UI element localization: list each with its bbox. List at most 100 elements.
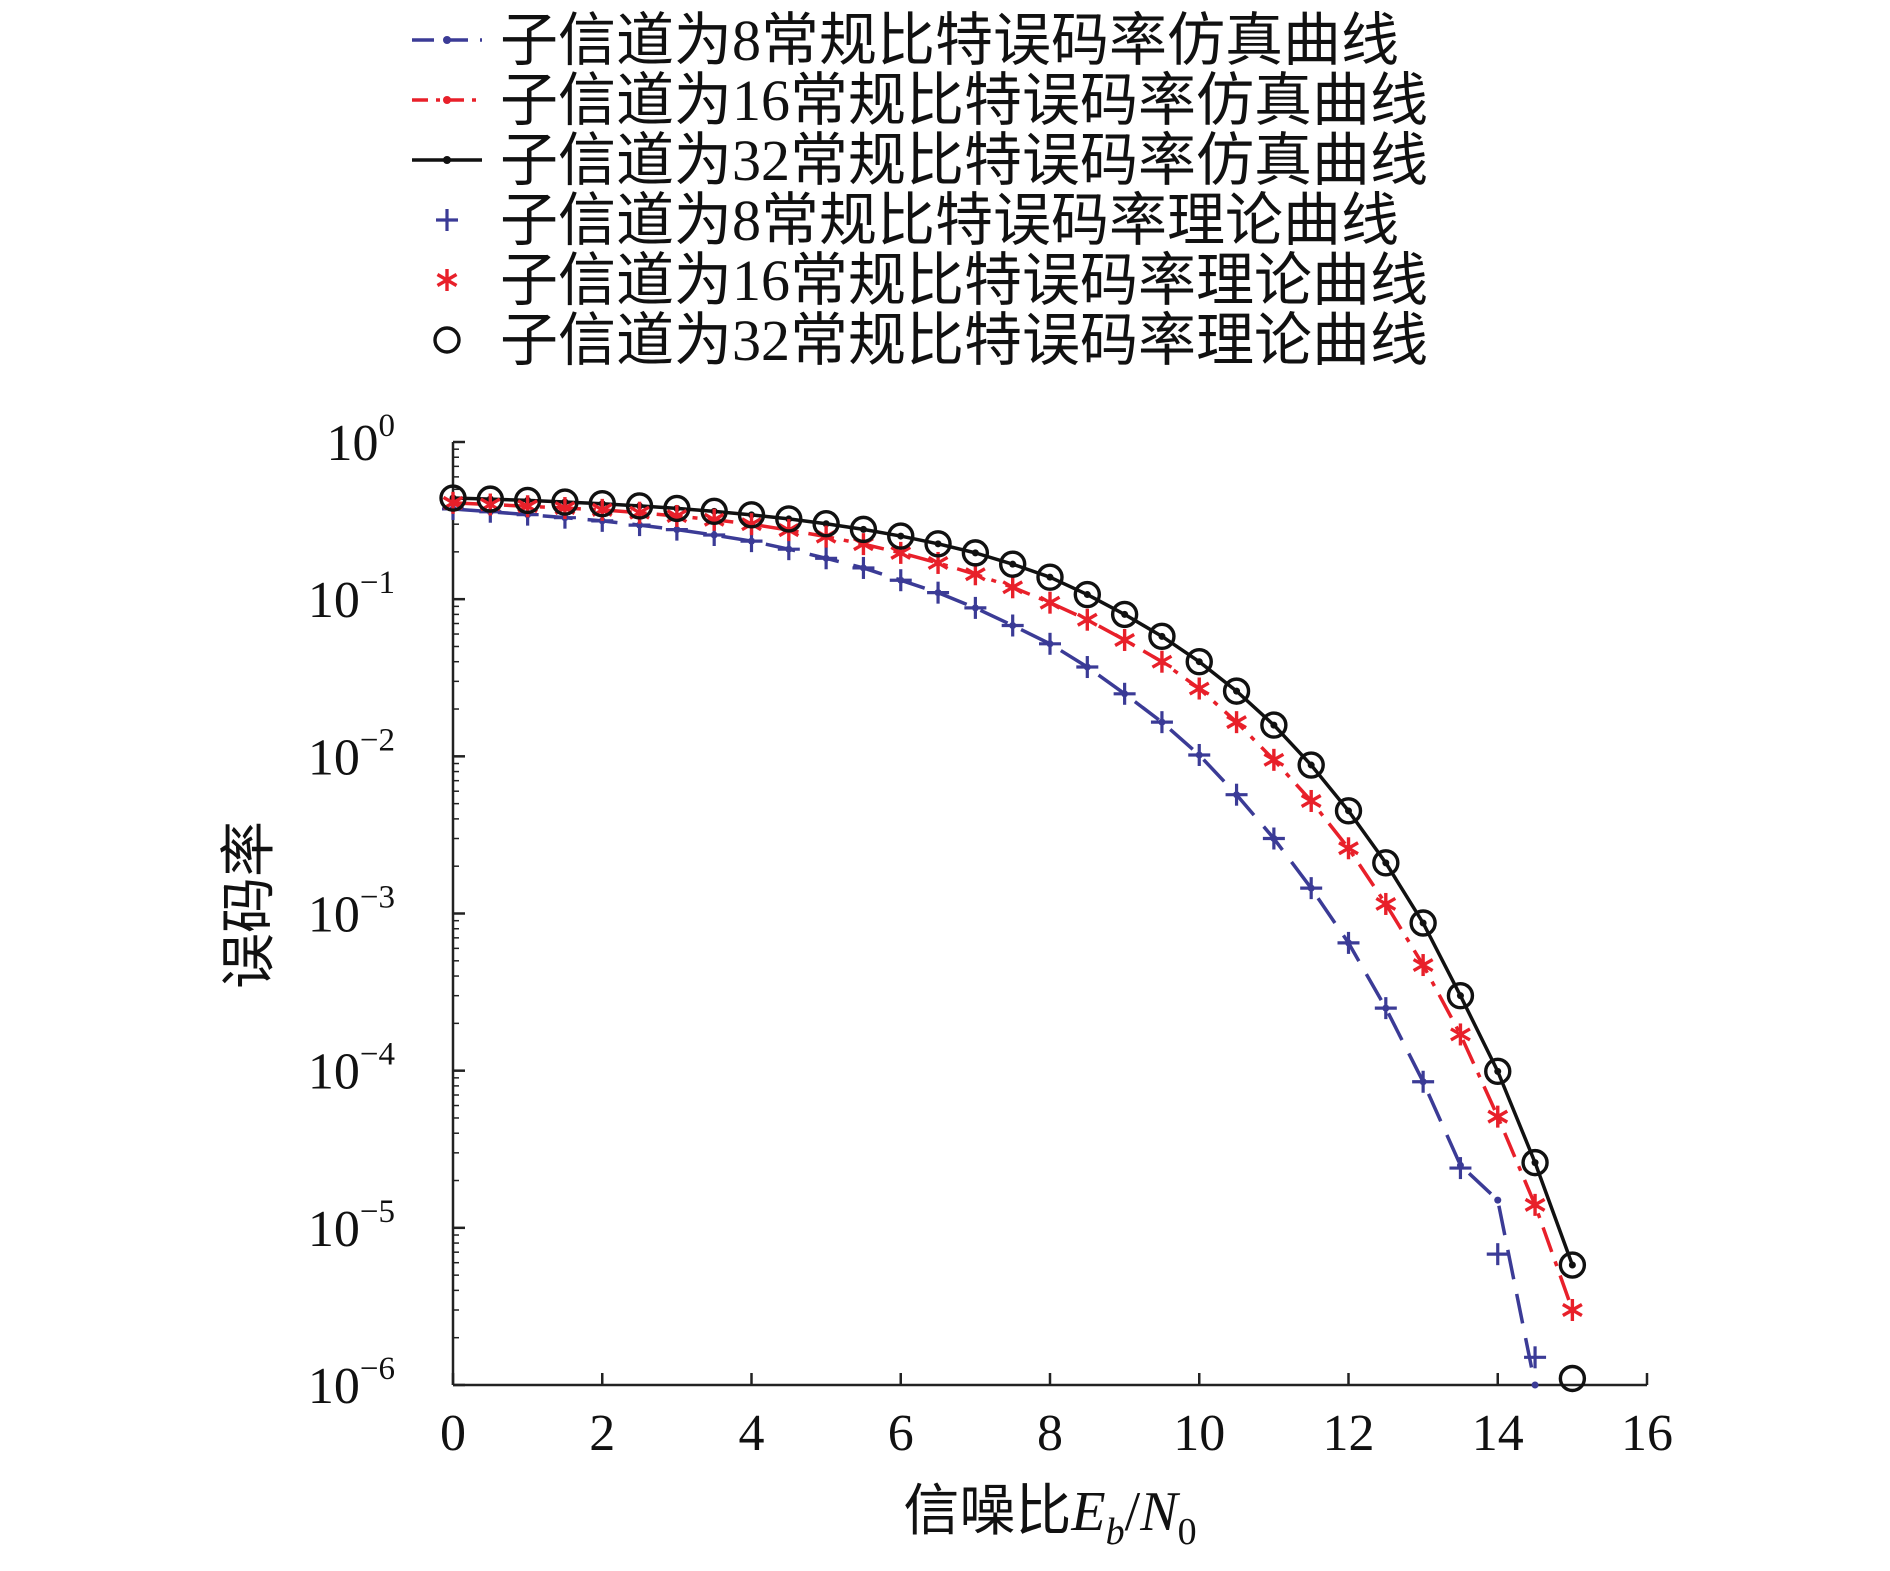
legend-marker-swatch — [433, 326, 461, 354]
theory-marker-asterisk — [1263, 748, 1285, 771]
theory-marker-circle — [663, 494, 691, 523]
legend-entry: 子信道为32常规比特误码率理论曲线 — [433, 308, 1428, 373]
theory-marker-plus — [1262, 827, 1285, 850]
series-point — [1270, 721, 1278, 729]
series-point — [1121, 610, 1129, 618]
y-tick-label: 10−5 — [308, 1194, 395, 1258]
series-point — [1456, 992, 1464, 1000]
series-point — [971, 549, 979, 557]
theory-marker-asterisk — [1412, 954, 1434, 977]
theory-marker-circle — [625, 492, 654, 520]
legend-entry: 子信道为16常规比特误码率理论曲线 — [436, 248, 1428, 313]
series-point — [1419, 919, 1427, 927]
legend-label: 子信道为16常规比特误码率理论曲线 — [500, 248, 1428, 313]
theory-marker-plus — [1225, 783, 1248, 806]
theory-marker-plus — [815, 547, 838, 570]
theory-marker-plus — [1374, 997, 1397, 1020]
series-point — [1009, 560, 1017, 568]
theory-marker-plus — [1188, 743, 1211, 766]
series-point — [897, 532, 905, 540]
theory-marker-plus — [1001, 614, 1024, 637]
y-tick-label: 10−2 — [308, 722, 395, 786]
x-tick-label: 14 — [1472, 1405, 1524, 1462]
theory-marker-circle — [849, 515, 878, 544]
y-tick-label: 10−4 — [308, 1037, 395, 1101]
theory-marker-circle — [1558, 1364, 1587, 1393]
legend-label: 子信道为8常规比特误码率理论曲线 — [500, 188, 1399, 253]
theory-marker-asterisk — [1524, 1193, 1546, 1216]
theory-marker-circle — [998, 550, 1027, 578]
theory-marker-circle — [439, 484, 467, 512]
theory-marker-circle — [1372, 849, 1400, 877]
theory-marker-circle — [887, 522, 915, 550]
legend-label: 子信道为32常规比特误码率理论曲线 — [500, 308, 1428, 373]
legend-entry: 子信道为8常规比特误码率理论曲线 — [436, 188, 1399, 253]
series-point — [785, 515, 793, 523]
theory-marker-circle — [1558, 1251, 1587, 1279]
x-tick-label: 16 — [1621, 1405, 1673, 1462]
series-point — [1158, 632, 1166, 640]
y-tick-label: 10−6 — [308, 1351, 395, 1415]
theory-marker-plus — [1039, 632, 1061, 655]
x-tick-label: 0 — [440, 1405, 466, 1462]
x-tick-label: 10 — [1173, 1405, 1225, 1462]
theory-marker-circle — [812, 510, 840, 538]
theory-marker-circle — [1073, 580, 1102, 609]
series-point — [1307, 761, 1315, 769]
axis-titles: 信噪比Eb/N0 误码率 — [219, 821, 1197, 1553]
theory-marker-circle — [924, 530, 952, 558]
legend-entry: 子信道为8常规比特误码率仿真曲线 — [412, 8, 1399, 73]
series-point — [934, 540, 942, 548]
x-tick-label: 6 — [888, 1405, 914, 1462]
legend-label: 子信道为32常规比特误码率仿真曲线 — [500, 128, 1428, 193]
theory-marker-circle — [1409, 909, 1437, 937]
theory-marker-asterisk — [1226, 711, 1247, 734]
x-tick-label: 12 — [1323, 1405, 1375, 1462]
theory-marker-circle — [1521, 1148, 1549, 1177]
series-point — [859, 525, 867, 533]
theory-marker-circle — [737, 501, 766, 529]
theory-marker-circle — [1334, 797, 1363, 825]
series-point — [1046, 573, 1054, 581]
series-point — [1083, 591, 1091, 599]
theory-marker-asterisk — [741, 513, 762, 536]
theory-marker-circle — [1297, 751, 1325, 779]
theory-marker-plus — [1486, 1243, 1509, 1266]
legend-point-swatch — [443, 96, 451, 104]
axes: 0 2 4 6 8 10 12 14 16 100 10−1 10−2 10−3 10−4 10−5 10−6 — [308, 408, 1673, 1462]
series-point — [1382, 859, 1390, 867]
theory-marker-circle — [476, 485, 505, 513]
theory-marker-plus — [777, 538, 800, 561]
legend-label: 子信道为8常规比特误码率仿真曲线 — [500, 8, 1399, 73]
theory-marker-asterisk — [1561, 1299, 1583, 1322]
theory-marker-plus — [1337, 931, 1360, 954]
y-tick-label: 100 — [327, 408, 396, 472]
theory-marker-circle — [551, 488, 579, 516]
theory-marker-asterisk — [1002, 576, 1024, 599]
theory-marker-circle — [961, 539, 990, 567]
y-tick-label: 10−1 — [308, 565, 395, 629]
x-tick-label: 2 — [589, 1405, 615, 1462]
theory-marker-asterisk — [1375, 892, 1397, 915]
theory-marker-circle — [775, 505, 803, 533]
y-tick-label: 10−3 — [308, 880, 395, 944]
legend-entry: 子信道为32常规比特误码率仿真曲线 — [412, 128, 1428, 193]
theory-marker-circle — [1110, 600, 1139, 629]
legend: 子信道为8常规比特误码率仿真曲线子信道为16常规比特误码率仿真曲线子信道为32常… — [412, 8, 1428, 373]
x-tick-label: 4 — [739, 1405, 765, 1462]
theory-marker-asterisk — [1487, 1105, 1509, 1128]
theory-marker-plus — [1076, 656, 1099, 679]
series-point — [1494, 1067, 1502, 1075]
theory-marker-circle — [1484, 1057, 1512, 1086]
theory-marker-circle — [513, 486, 542, 515]
series-point — [1531, 1381, 1539, 1389]
theory-marker-asterisk — [1039, 591, 1061, 614]
theory-marker-asterisk — [1188, 677, 1210, 700]
theory-marker-plus — [1524, 1346, 1547, 1369]
theory-marker-plus — [927, 581, 950, 604]
theory-marker-plus — [1449, 1157, 1472, 1180]
theory-marker-asterisk — [964, 563, 986, 586]
theory-marker-circle — [1222, 677, 1251, 705]
